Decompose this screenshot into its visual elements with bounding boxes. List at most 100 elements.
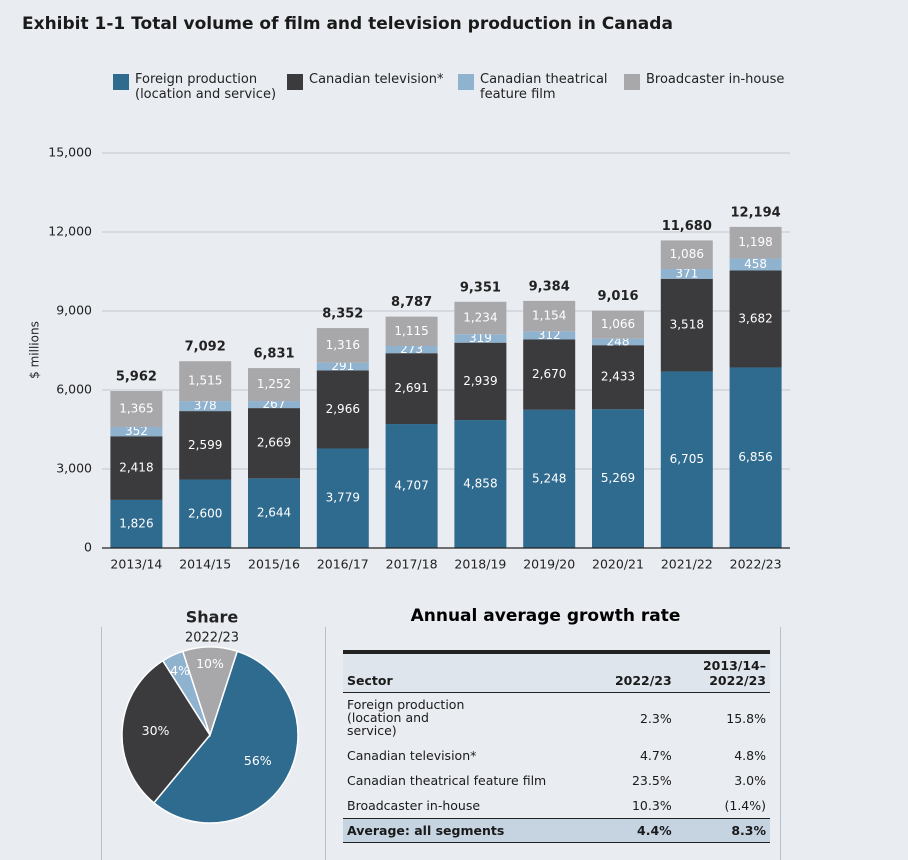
x-tick-label: 2019/20 xyxy=(523,557,575,572)
y-tick-label: 12,000 xyxy=(48,224,92,239)
bar-segment xyxy=(454,342,507,421)
bar-segment xyxy=(248,408,300,479)
data-label: 3,682 xyxy=(738,311,772,325)
data-label: 312 xyxy=(538,328,561,342)
data-label: 352 xyxy=(125,424,148,438)
x-tick-label: 2020/21 xyxy=(592,557,644,572)
data-label: 1,086 xyxy=(670,247,704,261)
data-label: 3,779 xyxy=(326,491,360,505)
cell: 3.0% xyxy=(734,773,766,789)
data-label: 1,826 xyxy=(119,516,153,530)
cell: Broadcaster in-house xyxy=(343,793,596,819)
y-tick-label: 0 xyxy=(84,540,92,555)
bar-segment xyxy=(729,270,782,368)
legend-item: Broadcaster in-house xyxy=(624,72,794,90)
data-label: 2,433 xyxy=(601,370,635,384)
data-label: 2,670 xyxy=(532,367,566,381)
total-label: 5,962 xyxy=(116,370,157,385)
legend-label: Broadcaster in-house xyxy=(646,72,785,87)
bar-segment xyxy=(523,339,576,410)
data-label: 2,939 xyxy=(463,374,497,388)
data-label: 2,691 xyxy=(394,381,428,395)
bar-segment xyxy=(316,328,369,363)
bar-segment xyxy=(385,424,438,548)
bar-segment xyxy=(660,278,713,372)
bar-segment xyxy=(248,478,300,548)
bar-segment xyxy=(523,409,576,548)
cell: Average: all segments xyxy=(347,823,505,839)
data-label: 2,669 xyxy=(257,436,291,450)
data-label: 319 xyxy=(469,331,492,345)
bar-segment xyxy=(454,334,507,343)
total-label: 9,016 xyxy=(597,289,638,304)
total-label: 6,831 xyxy=(253,347,294,362)
cell-text: Broadcaster in-house xyxy=(347,798,481,814)
data-label: 4,707 xyxy=(394,479,428,493)
bar-segment xyxy=(592,345,644,410)
bar-segment xyxy=(454,301,507,335)
legend-label: Canadian television* xyxy=(309,72,444,87)
legend-item: Canadian theatrical feature film xyxy=(458,72,618,102)
header-cell: 2022/23 xyxy=(614,673,672,688)
bar-segment xyxy=(660,240,713,270)
bar-segment xyxy=(729,258,782,271)
bar-segment xyxy=(385,316,438,346)
y-tick-label: 9,000 xyxy=(56,303,92,318)
bar-segment xyxy=(454,420,507,548)
bar-segment xyxy=(729,367,782,548)
pie-slice xyxy=(181,646,239,738)
cell-text: Canadian theatrical feature film xyxy=(347,773,547,789)
bar-segment xyxy=(316,370,369,449)
data-label: 1,515 xyxy=(188,374,222,388)
data-label: 5,248 xyxy=(532,471,566,485)
legend-swatch xyxy=(624,74,640,90)
data-label: 2,599 xyxy=(188,438,222,452)
cell: Canadian television* xyxy=(343,743,596,768)
cell: 15.8% xyxy=(726,710,766,726)
bar-segment xyxy=(110,426,163,437)
cell-text: Foreign production (location and service… xyxy=(347,697,465,739)
legend-swatch xyxy=(287,74,303,90)
total-label: 8,352 xyxy=(322,307,363,322)
cell: 8.3% xyxy=(731,823,766,839)
pie-slice xyxy=(121,659,211,804)
cell: 23.5% xyxy=(631,773,672,789)
pie-subtitle: 2022/23 xyxy=(185,631,239,646)
cell: Foreign production (location and service… xyxy=(343,693,596,744)
data-label: 1,154 xyxy=(532,309,566,323)
data-label: 1,234 xyxy=(463,311,497,325)
data-label: 378 xyxy=(194,399,217,413)
data-label: 1,066 xyxy=(601,317,635,331)
bar-segment xyxy=(660,371,713,548)
pie-title: Share xyxy=(186,608,239,627)
x-tick-label: 2013/14 xyxy=(110,557,162,572)
header-text: 2013/14–2022/23 xyxy=(702,658,766,688)
data-label: 2,644 xyxy=(257,506,291,520)
data-label: 2,600 xyxy=(188,506,222,520)
bar-segment xyxy=(385,353,438,425)
cell: Canadian theatrical feature film xyxy=(343,768,596,793)
x-tick-label: 2022/23 xyxy=(730,557,782,572)
y-tick-label: 6,000 xyxy=(56,382,92,397)
data-label: 1,316 xyxy=(326,338,360,352)
cell: 4.4% xyxy=(637,823,672,839)
total-label: 7,092 xyxy=(185,340,226,355)
total-label: 8,787 xyxy=(391,295,432,310)
header-row: Sector 2022/23 2013/14–2022/23 xyxy=(343,652,770,693)
bar-segment xyxy=(523,331,576,340)
bar-segment xyxy=(523,300,576,332)
bar-segment xyxy=(248,368,300,402)
cell-text: Canadian television* xyxy=(347,748,477,764)
divider xyxy=(780,627,781,860)
pie-label: 4% xyxy=(170,663,190,678)
bar-segment xyxy=(110,436,163,500)
y-tick-label: 3,000 xyxy=(56,461,92,476)
data-label: 4,858 xyxy=(463,477,497,491)
data-label: 1,365 xyxy=(119,401,153,415)
bar-segment xyxy=(179,361,232,402)
header-cell: 2013/14–2022/23 xyxy=(680,652,770,693)
bar-segment xyxy=(592,338,644,346)
cell: 4.7% xyxy=(639,748,672,764)
x-tick-label: 2017/18 xyxy=(386,557,438,572)
